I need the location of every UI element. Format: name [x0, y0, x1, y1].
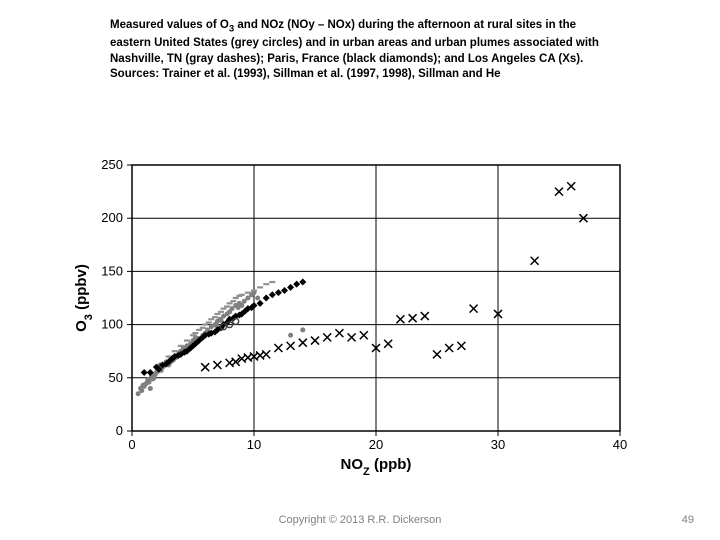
svg-text:150: 150 — [101, 263, 123, 278]
caption-sources: Sources: Trainer et al. (1993), Sillman … — [110, 68, 501, 80]
svg-text:30: 30 — [491, 437, 505, 452]
svg-text:0: 0 — [128, 437, 135, 452]
svg-text:O3 (ppbv): O3 (ppbv) — [73, 264, 95, 332]
svg-text:10: 10 — [247, 437, 261, 452]
svg-text:200: 200 — [101, 210, 123, 225]
chart-caption: Measured values of O3 and NOz (NOy – NOx… — [110, 18, 610, 83]
svg-text:40: 40 — [613, 437, 627, 452]
svg-text:NOZ (ppb): NOZ (ppb) — [341, 456, 412, 475]
copyright-text: Copyright © 2013 R.R. Dickerson — [0, 514, 720, 526]
caption-text-a: Measured values of O — [110, 19, 229, 31]
svg-text:50: 50 — [109, 370, 123, 385]
svg-text:100: 100 — [101, 317, 123, 332]
slide-number: 49 — [682, 514, 694, 526]
svg-text:0: 0 — [116, 423, 123, 438]
svg-text:250: 250 — [101, 157, 123, 172]
scatter-chart: 0 10 20 30 40 0 50 100 150 200 250 NOZ (ppb) O3 (ppb… — [70, 155, 630, 475]
svg-text:20: 20 — [369, 437, 383, 452]
